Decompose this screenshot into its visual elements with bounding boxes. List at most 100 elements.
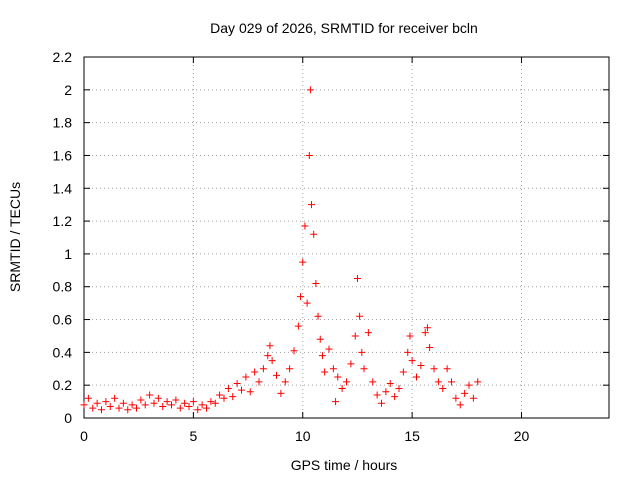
data-point-marker xyxy=(93,399,101,407)
data-point-marker xyxy=(266,342,274,350)
data-point-marker xyxy=(268,357,276,365)
data-point-marker xyxy=(233,380,241,388)
data-point-marker xyxy=(426,343,434,351)
data-point-marker xyxy=(137,396,145,404)
data-point-marker xyxy=(224,384,232,392)
data-point-marker xyxy=(399,368,407,376)
data-point-marker xyxy=(378,399,385,407)
data-point-marker xyxy=(111,394,119,402)
data-point-marker xyxy=(98,406,105,414)
data-point-marker xyxy=(364,329,372,337)
data-point-marker xyxy=(430,365,438,373)
data-point-marker xyxy=(386,380,394,388)
data-point-marker xyxy=(318,352,326,360)
data-point-marker xyxy=(198,401,206,409)
data-point-marker xyxy=(181,399,189,407)
data-point-marker xyxy=(443,365,451,373)
data-point-marker xyxy=(216,391,224,399)
data-point-marker xyxy=(299,258,307,266)
data-point-marker xyxy=(294,322,302,330)
data-point-marker xyxy=(172,396,180,404)
plot-frame xyxy=(83,56,610,419)
data-point-marker xyxy=(203,404,210,412)
data-point-marker xyxy=(229,393,237,401)
data-point-marker xyxy=(211,399,219,407)
y-tick-label: 2 xyxy=(64,82,72,98)
data-point-marker xyxy=(474,378,482,386)
y-axis-label: SRMTID / TECUs xyxy=(7,182,23,292)
x-axis-label: GPS time / hours xyxy=(291,457,398,473)
data-point-marker xyxy=(242,373,250,381)
data-point-marker xyxy=(360,365,368,373)
data-point-marker xyxy=(338,384,346,392)
data-point-marker xyxy=(128,401,136,409)
data-point-marker xyxy=(325,345,333,353)
x-tick-label: 5 xyxy=(189,428,197,444)
data-point-marker xyxy=(301,222,309,230)
x-tick-label: 10 xyxy=(295,428,311,444)
data-point-marker xyxy=(448,378,455,386)
data-point-marker xyxy=(356,312,364,320)
data-point-marker xyxy=(297,293,305,301)
data-markers xyxy=(80,86,482,414)
data-point-marker xyxy=(456,401,464,409)
data-point-marker xyxy=(452,394,460,402)
data-point-marker xyxy=(423,324,431,332)
data-point-marker xyxy=(469,394,477,402)
data-point-marker xyxy=(395,384,403,392)
data-point-marker xyxy=(334,373,342,381)
y-tick-label: 0.2 xyxy=(53,377,73,393)
data-point-marker xyxy=(159,403,167,411)
data-point-marker xyxy=(286,365,294,373)
data-point-marker xyxy=(194,406,202,414)
data-point-marker xyxy=(306,86,314,94)
data-point-marker xyxy=(84,394,92,402)
data-point-marker xyxy=(163,398,171,406)
data-point-marker xyxy=(305,151,313,159)
data-point-marker xyxy=(273,371,280,379)
y-tick-label: 1.6 xyxy=(53,147,73,163)
data-point-marker xyxy=(382,388,390,396)
data-point-marker xyxy=(264,352,272,360)
data-point-marker xyxy=(373,391,381,399)
data-point-marker xyxy=(80,401,88,409)
data-point-marker xyxy=(439,384,447,392)
data-point-marker xyxy=(303,299,311,307)
data-point-marker xyxy=(102,398,110,406)
y-tick-label: 1.8 xyxy=(53,115,73,131)
data-point-marker xyxy=(391,393,399,401)
data-point-marker xyxy=(168,401,175,409)
data-point-marker xyxy=(150,399,158,407)
data-point-marker xyxy=(141,401,149,409)
data-point-marker xyxy=(255,378,263,386)
data-point-marker xyxy=(465,381,473,389)
data-point-marker xyxy=(251,368,259,376)
grid-lines xyxy=(83,56,609,419)
data-point-marker xyxy=(106,403,114,411)
data-point-marker xyxy=(185,403,193,411)
x-tick-label: 15 xyxy=(404,428,420,444)
data-point-marker xyxy=(133,404,140,412)
data-point-marker xyxy=(154,394,162,402)
data-point-marker xyxy=(332,398,340,406)
data-point-marker xyxy=(312,279,320,287)
data-point-marker xyxy=(277,389,285,397)
data-point-marker xyxy=(89,404,97,412)
y-tick-label: 1 xyxy=(64,246,72,262)
data-point-marker xyxy=(308,201,315,209)
data-point-marker xyxy=(119,399,127,407)
data-point-marker xyxy=(115,404,123,412)
data-point-marker xyxy=(176,404,184,412)
data-point-marker xyxy=(124,406,132,414)
data-point-marker xyxy=(404,348,412,356)
data-point-marker xyxy=(358,348,366,356)
data-point-marker xyxy=(434,378,442,386)
data-point-marker xyxy=(238,386,245,394)
y-tick-label: 2.2 xyxy=(53,49,73,65)
data-point-marker xyxy=(246,388,254,396)
chart-title: Day 029 of 2026, SRMTID for receiver bcl… xyxy=(210,20,478,36)
y-tick-label: 0.6 xyxy=(53,312,73,328)
data-point-marker xyxy=(351,332,359,340)
y-tick-label: 0.8 xyxy=(53,279,73,295)
x-tick-label: 20 xyxy=(514,428,530,444)
